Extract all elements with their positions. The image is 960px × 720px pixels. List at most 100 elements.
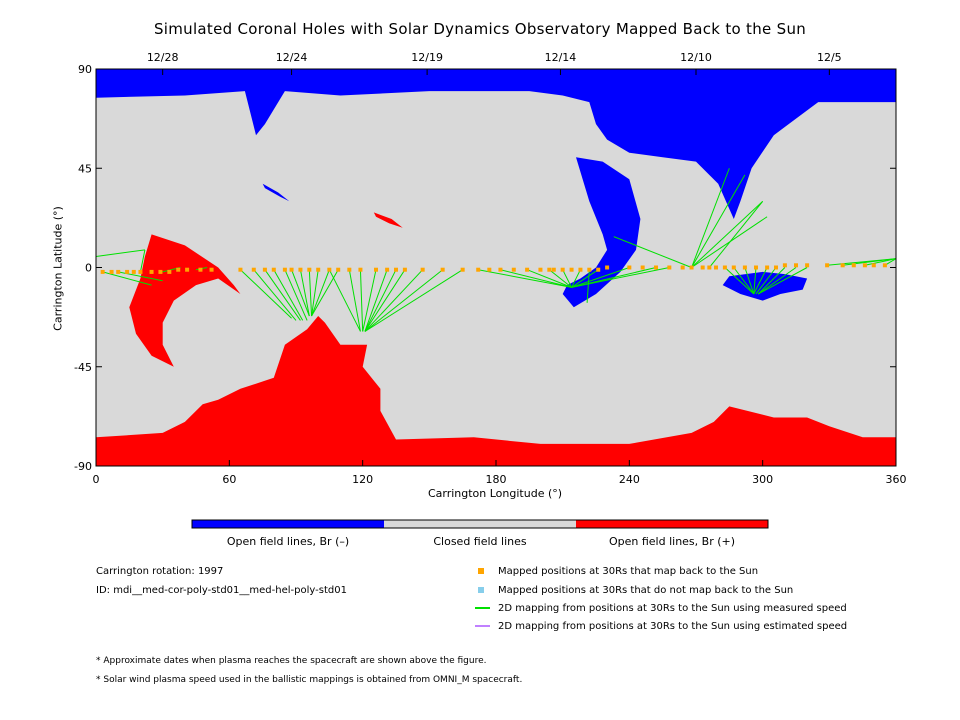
mapping-line-18 xyxy=(359,269,364,332)
mapped-point-18 xyxy=(289,267,294,272)
legend-label-measured: 2D mapping from positions at 30Rs to the… xyxy=(498,603,847,614)
x-tick-label: 240 xyxy=(619,473,640,486)
mapped-point-46 xyxy=(605,265,610,270)
mapping-line-25 xyxy=(364,269,463,332)
mapped-point-10 xyxy=(185,267,190,272)
mapping-line-24 xyxy=(364,269,443,332)
mapped-point-58 xyxy=(742,265,747,270)
colorbar-label-negative: Open field lines, Br (–) xyxy=(226,535,350,548)
mapping-line-54 xyxy=(842,258,897,266)
mapped-point-57 xyxy=(731,265,736,270)
mapped-point-16 xyxy=(271,267,276,272)
mapped-point-55 xyxy=(714,265,718,270)
mapped-point-20 xyxy=(307,267,312,272)
mapping-line-14 xyxy=(311,269,319,317)
mapping-line-21 xyxy=(364,269,397,332)
mapping-line-43 xyxy=(708,201,764,268)
mapping-line-50 xyxy=(757,267,786,295)
mapped-point-7 xyxy=(158,269,163,274)
mapping-line-22 xyxy=(364,269,406,332)
model-id: ID: mdi__med-cor-poly-std01__med-hel-pol… xyxy=(96,585,347,596)
mapped-point-52 xyxy=(689,265,694,270)
mapped-point-17 xyxy=(282,267,287,272)
mapped-point-8 xyxy=(167,269,172,274)
mapped-point-19 xyxy=(298,267,303,272)
mapping-line-45 xyxy=(733,267,755,295)
mapped-point-12 xyxy=(209,267,214,272)
mapping-line-23 xyxy=(364,269,424,332)
y-axis-label: Carrington Latitude (°) xyxy=(51,206,65,331)
footnote-dates: * Approximate dates when plasma reaches … xyxy=(96,656,487,666)
mapping-line-51 xyxy=(757,267,797,295)
x-tick-label: 360 xyxy=(886,473,907,486)
mapped-point-61 xyxy=(774,265,778,270)
mapped-point-54 xyxy=(707,265,712,270)
mapped-point-35 xyxy=(498,267,503,272)
mapped-point-15 xyxy=(262,267,267,272)
legend-symbol-1 xyxy=(478,587,484,593)
mapping-line-48 xyxy=(753,267,768,295)
mapped-point-1 xyxy=(109,269,114,274)
mapping-line-46 xyxy=(744,267,755,295)
colorbar-negative xyxy=(192,520,384,528)
mapping-line-10 xyxy=(284,269,308,321)
mapped-point-51 xyxy=(680,265,685,270)
mapped-point-64 xyxy=(805,263,810,268)
mapped-point-4 xyxy=(131,269,136,274)
plot-area xyxy=(95,69,897,466)
mapping-line-39 xyxy=(691,168,730,268)
mapped-point-25 xyxy=(358,267,363,272)
mapped-point-34 xyxy=(487,267,492,272)
mapping-line-55 xyxy=(864,258,897,266)
mapped-point-38 xyxy=(538,267,543,272)
y-tick-label: 0 xyxy=(85,262,92,275)
mapped-point-0 xyxy=(100,269,105,274)
y-tick-label: -45 xyxy=(74,361,92,374)
legend-label-estimated: 2D mapping from positions at 30Rs to the… xyxy=(498,621,848,632)
mapping-line-0 xyxy=(95,249,145,257)
mapping-line-52 xyxy=(757,267,808,295)
top-date-label: 12/5 xyxy=(817,51,842,64)
mapping-line-29 xyxy=(526,269,572,288)
mapping-line-27 xyxy=(478,269,572,288)
mapped-point-2 xyxy=(116,269,121,274)
mapped-point-33 xyxy=(476,267,481,272)
mapped-point-42 xyxy=(569,267,574,272)
mapped-point-63 xyxy=(794,263,798,268)
colorbar-positive xyxy=(576,520,768,528)
mapped-point-11 xyxy=(198,267,203,272)
mapped-point-31 xyxy=(440,267,445,272)
mapped-point-49 xyxy=(654,265,658,270)
mapped-point-6 xyxy=(149,269,154,274)
mapping-line-42 xyxy=(691,174,746,268)
mapping-line-7 xyxy=(253,269,297,321)
mapped-point-62 xyxy=(782,263,787,268)
mapping-line-13 xyxy=(308,269,313,317)
top-date-label: 12/24 xyxy=(276,51,308,64)
mapped-point-27 xyxy=(385,267,390,272)
mapped-point-22 xyxy=(327,267,332,272)
mapped-point-41 xyxy=(560,267,565,272)
mapping-line-12 xyxy=(299,269,310,317)
top-date-label: 12/28 xyxy=(147,51,179,64)
mapped-point-66 xyxy=(840,263,845,268)
mapping-line-34 xyxy=(571,267,630,288)
colorbar-label-closed: Closed field lines xyxy=(433,535,527,548)
negative-coronal-hole-small xyxy=(262,183,290,202)
axes: 0 60 120 180 240 300 360 90 45 0 -45 -90 12/28 12/24 1… xyxy=(74,51,907,627)
x-tick-label: 300 xyxy=(752,473,773,486)
mapping-line-44 xyxy=(724,267,755,295)
mapping-line-9 xyxy=(273,269,304,321)
mapping-line-49 xyxy=(755,267,777,295)
legend-label-mapped: Mapped positions at 30Rs that map back t… xyxy=(498,566,759,577)
mapping-line-17 xyxy=(348,269,361,332)
mapped-point-56 xyxy=(722,265,727,270)
mapped-point-59 xyxy=(754,265,758,270)
south-polar-coronal-hole xyxy=(96,316,896,466)
mapped-point-5 xyxy=(138,269,143,274)
y-tick-label: -90 xyxy=(74,460,92,473)
mapping-line-30 xyxy=(549,269,572,288)
legend-symbol-0 xyxy=(478,568,484,574)
mapped-point-53 xyxy=(700,265,705,270)
